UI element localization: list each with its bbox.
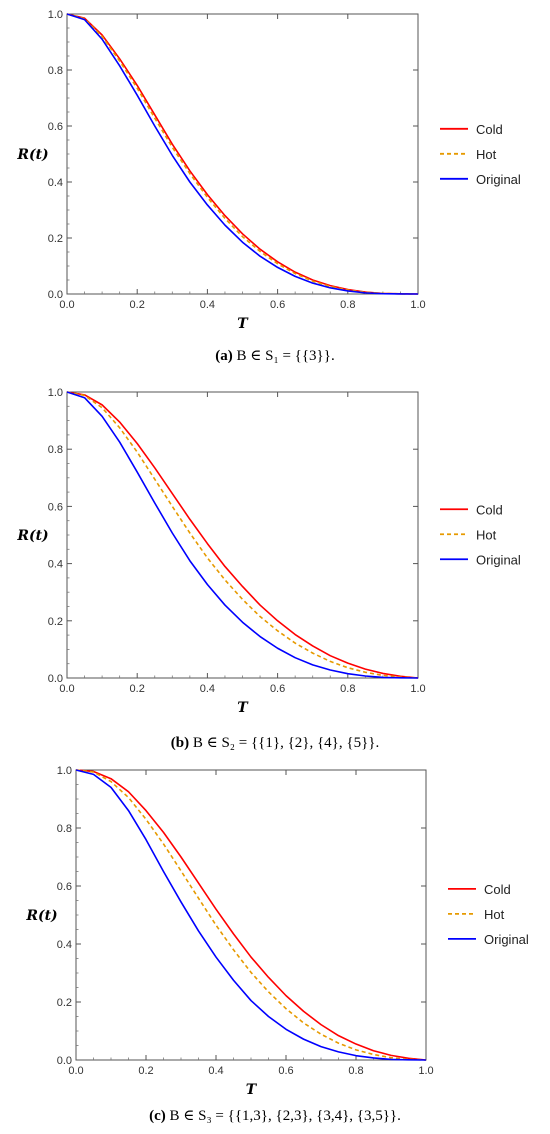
legend-label-cold: Cold [476,122,503,137]
y-tick-label: 0.6 [48,121,63,133]
x-tick-label: 0.2 [130,299,145,311]
series-line-hot [75,769,427,1061]
x-tick-label: 0.0 [59,299,74,311]
x-tick-label: 0.6 [270,683,285,695]
y-axis-label: R(t) [16,528,48,544]
x-tick-label: 0.6 [278,1065,293,1077]
plot-frame [66,391,419,679]
y-axis-label: R(t) [16,147,48,163]
y-tick-label: 1.0 [48,387,63,399]
chart-a: 0.0 0.2 0.4 0.6 0.8 1.0 0.0 0.2 0.4 0.6 0.8 1.0 T R(t… [16,9,521,332]
series-line-original [66,13,419,295]
y-tick-label: 0.0 [48,289,63,301]
y-tick-label: 0.4 [48,559,63,571]
x-tick-label: 1.0 [410,299,425,311]
caption-label: (b) [170,735,190,751]
y-tick-label: 0.0 [57,1055,72,1067]
plot-frame [75,769,427,1061]
caption-text: B ∈ S₃ = {{1,3}, {2,3}, {3,4}, {3,5}}. [169,1108,401,1124]
plot-frame [66,13,419,295]
y-tick-label: 1.0 [48,9,63,21]
series-line-cold [66,13,419,295]
x-tick-label: 0.2 [138,1065,153,1077]
x-tick-label: 0.4 [208,1065,223,1077]
legend-label-original: Original [476,172,521,187]
x-axis-label: T [246,1082,258,1098]
legend-label-original: Original [476,552,521,567]
x-tick-label: 0.4 [200,683,215,695]
x-tick-label: 0.4 [200,299,215,311]
series-line-hot [66,391,419,679]
x-tick-label: 1.0 [410,683,425,695]
chart-panel-a: 0.0 0.2 0.4 0.6 0.8 1.0 0.0 0.2 0.4 0.6 0.8 1.0 T R(t… [0,0,550,378]
series-line-original [66,391,419,679]
caption-label: (c) [149,1108,166,1124]
y-tick-label: 0.8 [48,65,63,77]
caption-text: B ∈ S₂ = {{1}, {2}, {4}, {5}}. [192,735,380,751]
chart-panel-b: 0.0 0.2 0.4 0.6 0.8 1.0 0.0 0.2 0.4 0.6 0.8 1.0 T R(t… [0,378,550,756]
x-tick-label: 0.8 [340,299,355,311]
caption-b: (b) B ∈ S₂ = {{1}, {2}, {4}, {5}}. [0,733,550,752]
x-tick-label: 0.0 [68,1065,83,1077]
legend-label-original: Original [484,932,529,947]
chart-b: 0.0 0.2 0.4 0.6 0.8 1.0 0.0 0.2 0.4 0.6 0.8 1.0 T R(t… [16,387,521,716]
x-tick-label: 0.0 [59,683,74,695]
series-line-original [75,769,427,1061]
caption-text: B ∈ S₁ = {{3}}. [236,348,335,364]
y-tick-label: 0.4 [48,177,63,189]
x-tick-label: 0.2 [130,683,145,695]
legend-label-hot: Hot [476,527,497,542]
x-tick-label: 0.8 [348,1065,363,1077]
y-tick-label: 0.8 [57,823,72,835]
series-line-hot [66,13,419,295]
caption-label: (a) [215,348,233,364]
y-tick-label: 0.2 [57,997,72,1009]
y-tick-label: 0.2 [48,233,63,245]
legend-label-cold: Cold [476,502,503,517]
y-tick-label: 0.6 [57,881,72,893]
x-axis-label: T [237,700,249,716]
y-tick-label: 1.0 [57,765,72,777]
x-tick-label: 0.8 [340,683,355,695]
y-tick-label: 0.6 [48,501,63,513]
legend-label-cold: Cold [484,882,511,897]
y-tick-label: 0.0 [48,673,63,685]
y-tick-label: 0.4 [57,939,72,951]
chart-c: 0.0 0.2 0.4 0.6 0.8 1.0 0.0 0.2 0.4 0.6 0.8 1.0 T R(t… [25,765,529,1098]
y-tick-label: 0.2 [48,616,63,628]
chart-panel-c: 0.0 0.2 0.4 0.6 0.8 1.0 0.0 0.2 0.4 0.6 0.8 1.0 T R(t… [0,756,550,1134]
caption-a: (a) B ∈ S₁ = {{3}}. [0,346,550,365]
series-line-cold [66,391,419,679]
x-tick-label: 1.0 [418,1065,433,1077]
series-line-cold [75,769,427,1061]
y-axis-label: R(t) [25,908,57,924]
legend-label-hot: Hot [484,907,505,922]
x-tick-label: 0.6 [270,299,285,311]
x-axis-label: T [237,316,249,332]
legend-label-hot: Hot [476,147,497,162]
y-tick-label: 0.8 [48,444,63,456]
caption-c: (c) B ∈ S₃ = {{1,3}, {2,3}, {3,4}, {3,5}… [0,1106,550,1125]
